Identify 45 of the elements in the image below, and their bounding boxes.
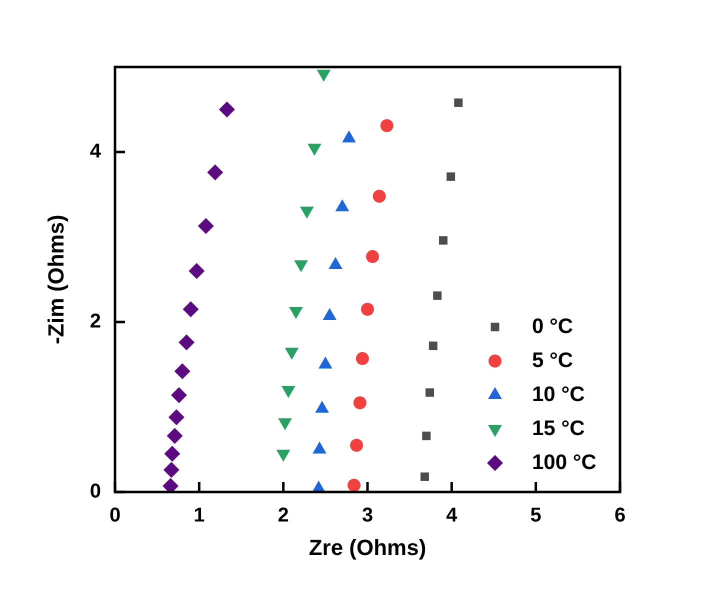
x-tick-label: 1 bbox=[194, 504, 205, 527]
point bbox=[454, 98, 463, 107]
x-axis-title: Zre (Ohms) bbox=[308, 534, 426, 560]
point bbox=[428, 342, 438, 350]
x-tick-label: 4 bbox=[446, 504, 458, 527]
point bbox=[188, 263, 205, 279]
point bbox=[207, 164, 224, 180]
point bbox=[353, 396, 366, 410]
point bbox=[182, 301, 199, 318]
point bbox=[198, 218, 214, 234]
legend-label: 10 °C bbox=[532, 382, 585, 406]
point bbox=[168, 409, 184, 426]
point bbox=[178, 334, 195, 350]
legend-label: 0 °C bbox=[532, 314, 574, 338]
point bbox=[218, 102, 235, 118]
legend-label: 5 °C bbox=[532, 348, 574, 372]
x-tick-label: 2 bbox=[278, 504, 289, 527]
y-axis-title: -Zim (Ohms) bbox=[43, 214, 68, 344]
point bbox=[446, 172, 456, 181]
y-tick-label: 2 bbox=[90, 310, 101, 333]
legend-label: 15 °C bbox=[532, 416, 585, 440]
x-tick-label: 0 bbox=[109, 504, 121, 527]
x-tick-label: 6 bbox=[614, 504, 626, 527]
x-tick-label: 5 bbox=[530, 504, 542, 527]
point bbox=[433, 291, 442, 300]
point bbox=[164, 446, 180, 462]
y-tick-label: 0 bbox=[90, 480, 101, 503]
point bbox=[348, 478, 361, 492]
point bbox=[422, 432, 431, 440]
point bbox=[380, 119, 394, 132]
point bbox=[366, 250, 380, 264]
point bbox=[170, 387, 187, 404]
point bbox=[163, 462, 180, 478]
legend-label: 100 °C bbox=[532, 450, 596, 474]
y-tick-label: 4 bbox=[90, 140, 102, 163]
x-tick-label: 3 bbox=[362, 504, 374, 527]
point bbox=[361, 302, 374, 316]
point bbox=[166, 428, 183, 444]
point bbox=[420, 472, 429, 481]
point bbox=[372, 190, 386, 203]
point bbox=[350, 438, 364, 452]
point bbox=[439, 236, 448, 245]
point bbox=[174, 363, 190, 380]
point bbox=[356, 352, 369, 366]
point bbox=[426, 388, 434, 397]
